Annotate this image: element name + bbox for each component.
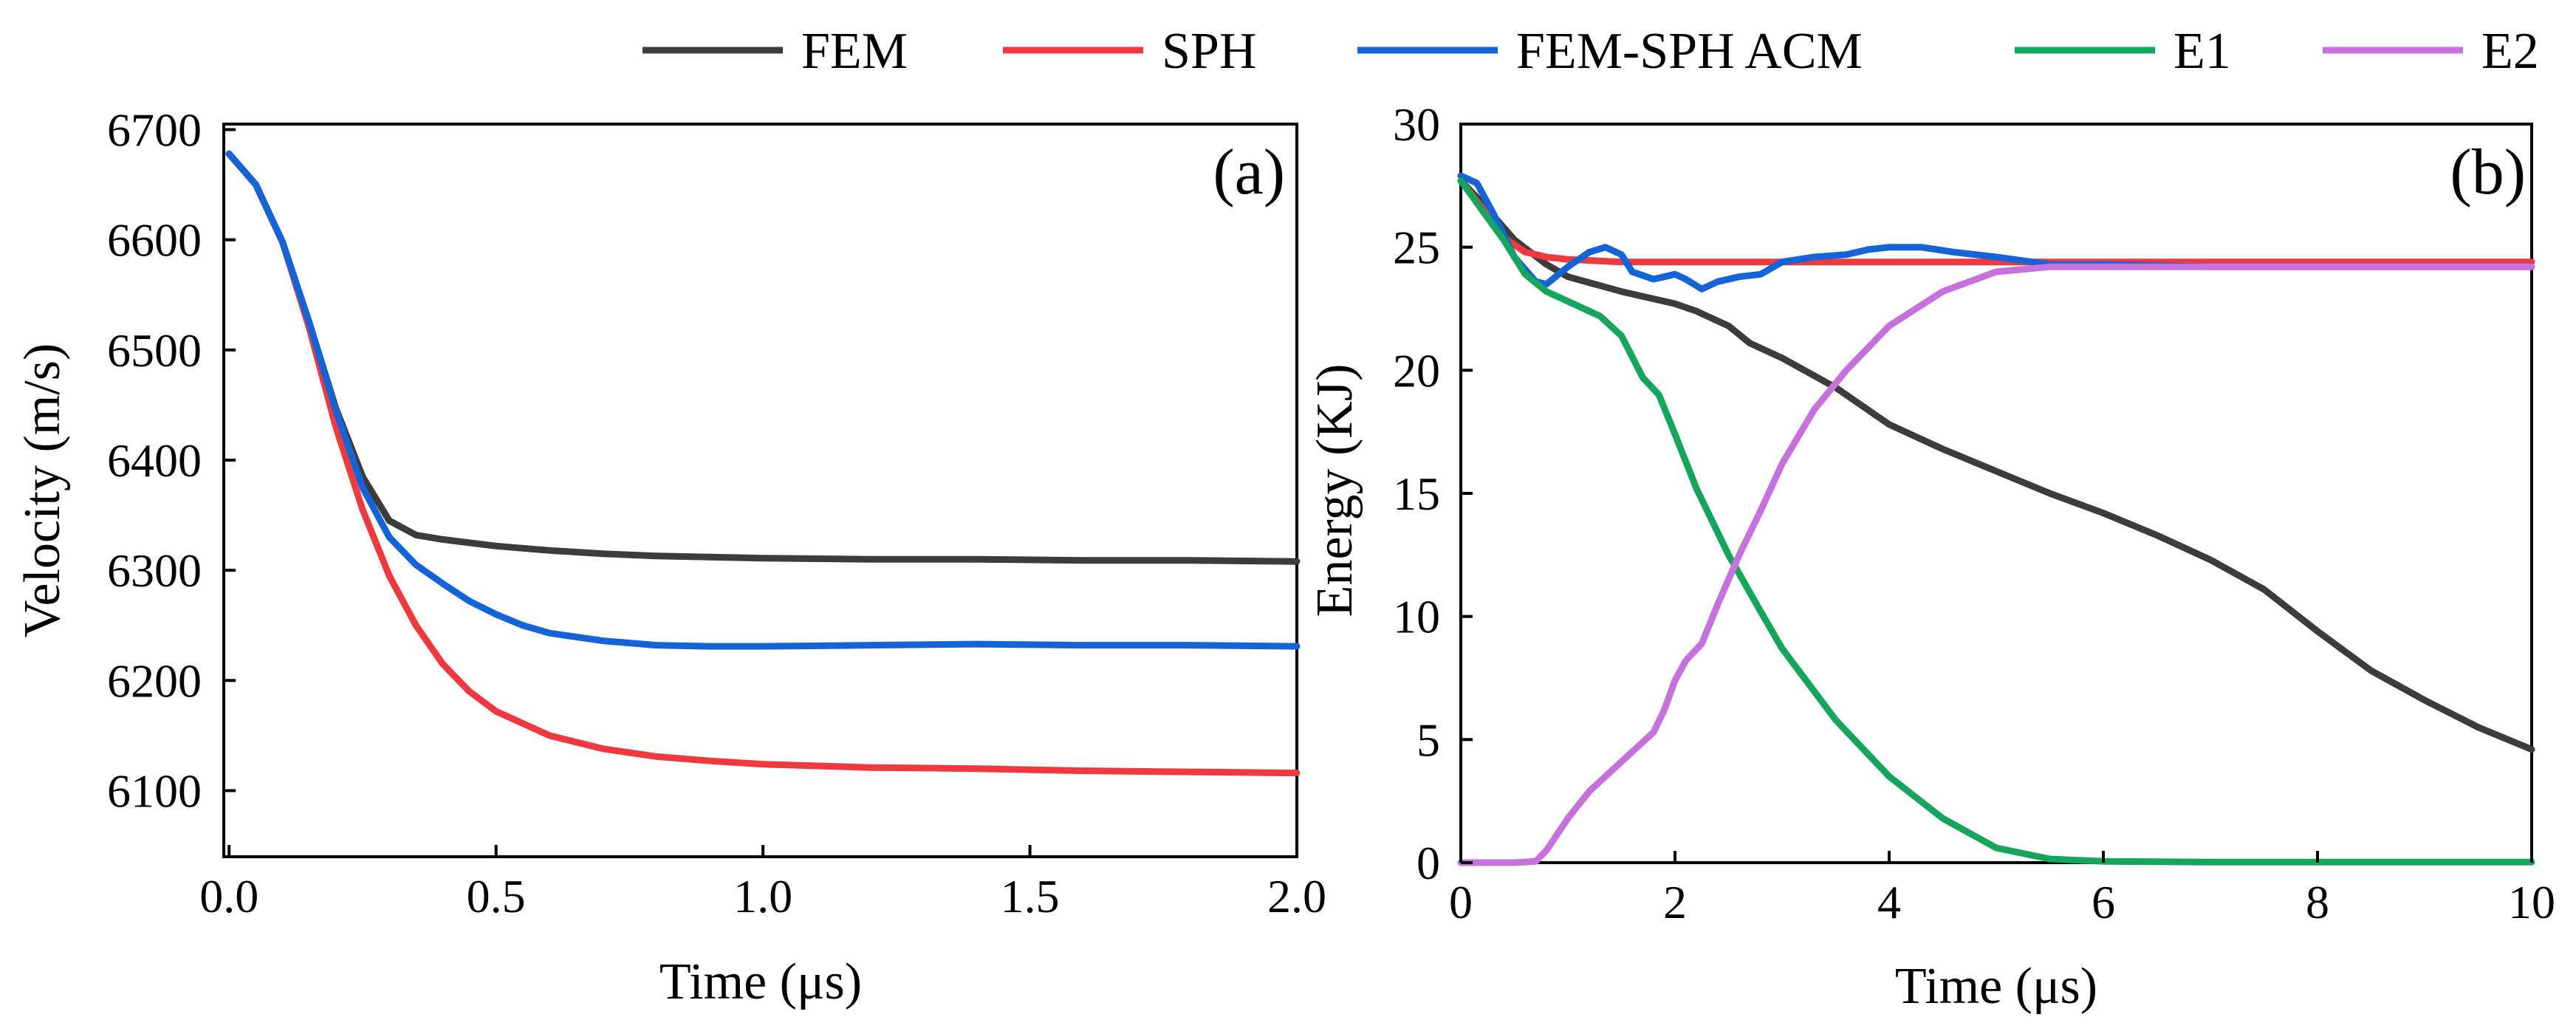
panel-label-b: (b) bbox=[2450, 137, 2526, 208]
velocity-series-group bbox=[225, 150, 1301, 777]
series-line-b-e2 bbox=[1457, 263, 2535, 866]
y-tick-label-b: 25 bbox=[1393, 222, 1440, 274]
y-tick-label-b: 30 bbox=[1393, 98, 1440, 151]
energy-chart: 0 2 4 6 8 10 0 5 10 15 20 25 30 (b) Time (μs) Energ… bbox=[1306, 98, 2555, 1015]
energy-x-axis-label: Time (μs) bbox=[1895, 958, 2097, 1015]
y-tick-label-b: 20 bbox=[1393, 344, 1440, 397]
energy-y-ticks: 0 5 10 15 20 25 30 bbox=[1393, 98, 1473, 889]
x-tick-label-b: 2 bbox=[1663, 876, 1687, 928]
y-tick-label-a: 6300 bbox=[107, 544, 202, 597]
series-line-b-fem-sph-acm bbox=[1457, 172, 2535, 292]
legend-label-sph: SPH bbox=[1162, 23, 1256, 80]
velocity-x-ticks: 0.0 0.5 1.0 1.5 2.0 bbox=[199, 845, 1326, 922]
legend-label-e1: E1 bbox=[2174, 23, 2231, 80]
legend: FEM SPH FEM-SPH ACM E1 E2 bbox=[643, 23, 2539, 80]
legend-label-fem-sph-acm: FEM-SPH ACM bbox=[1516, 23, 1863, 80]
y-tick-label-a: 6400 bbox=[107, 434, 202, 487]
series-line-b-e1 bbox=[1457, 177, 2535, 866]
velocity-y-ticks: 6100 6200 6300 6400 6500 6600 6700 bbox=[107, 103, 236, 817]
energy-y-axis-label: Energy (KJ) bbox=[1306, 364, 1363, 617]
velocity-x-axis-label: Time (μs) bbox=[660, 953, 862, 1010]
legend-label-e2: E2 bbox=[2481, 23, 2539, 80]
panel-label-a: (a) bbox=[1213, 137, 1285, 208]
y-tick-label-a: 6500 bbox=[107, 324, 202, 377]
y-tick-label-b: 5 bbox=[1417, 713, 1440, 766]
velocity-y-axis-label: Velocity (m/s) bbox=[14, 343, 71, 638]
x-tick-label-b: 6 bbox=[2092, 876, 2115, 928]
x-tick-label-a: 2.0 bbox=[1267, 870, 1326, 922]
series-line-a-fem bbox=[225, 150, 1301, 565]
y-tick-label-a: 6600 bbox=[107, 214, 202, 267]
series-line-a-fem-sph-acm bbox=[225, 150, 1301, 650]
plot-frame-b bbox=[1459, 123, 2533, 864]
y-tick-label-a: 6700 bbox=[107, 103, 202, 156]
series-line-b-sph bbox=[1457, 177, 2535, 266]
x-tick-label-b: 8 bbox=[2306, 876, 2329, 928]
legend-item-e2: E2 bbox=[2323, 23, 2539, 80]
series-line-a-sph bbox=[225, 150, 1301, 777]
y-tick-label-b: 10 bbox=[1393, 591, 1440, 643]
legend-label-fem: FEM bbox=[801, 23, 908, 80]
legend-item-fem: FEM bbox=[643, 23, 908, 80]
x-tick-label-b: 10 bbox=[2508, 876, 2555, 928]
x-tick-label-a: 0.0 bbox=[199, 870, 258, 922]
energy-x-ticks: 0 2 4 6 8 10 bbox=[1449, 851, 2555, 928]
y-tick-label-a: 6100 bbox=[107, 764, 202, 817]
y-tick-label-b: 15 bbox=[1393, 468, 1440, 520]
x-tick-label-a: 0.5 bbox=[467, 870, 526, 922]
x-tick-label-a: 1.0 bbox=[733, 870, 792, 922]
legend-item-e1: E1 bbox=[2015, 23, 2231, 80]
x-tick-label-b: 0 bbox=[1449, 876, 1473, 928]
energy-series-group bbox=[1457, 172, 2535, 866]
x-tick-label-b: 4 bbox=[1877, 876, 1901, 928]
y-tick-label-b: 0 bbox=[1417, 837, 1440, 889]
y-tick-label-a: 6200 bbox=[107, 654, 202, 707]
legend-item-fem-sph-acm: FEM-SPH ACM bbox=[1357, 23, 1863, 80]
plot-frame-a bbox=[222, 123, 1298, 858]
series-line-b-fem bbox=[1457, 177, 2535, 753]
legend-item-sph: SPH bbox=[1003, 23, 1256, 80]
velocity-chart: 0.0 0.5 1.0 1.5 2.0 6100 6200 6300 6400 6500 6600… bbox=[14, 103, 1326, 1010]
x-tick-label-a: 1.5 bbox=[1001, 870, 1060, 922]
